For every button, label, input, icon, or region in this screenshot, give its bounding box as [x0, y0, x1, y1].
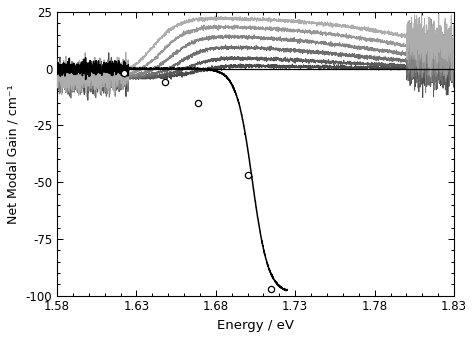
X-axis label: Energy / eV: Energy / eV — [217, 319, 294, 332]
Y-axis label: Net Modal Gain / cm⁻¹: Net Modal Gain / cm⁻¹ — [7, 84, 20, 223]
